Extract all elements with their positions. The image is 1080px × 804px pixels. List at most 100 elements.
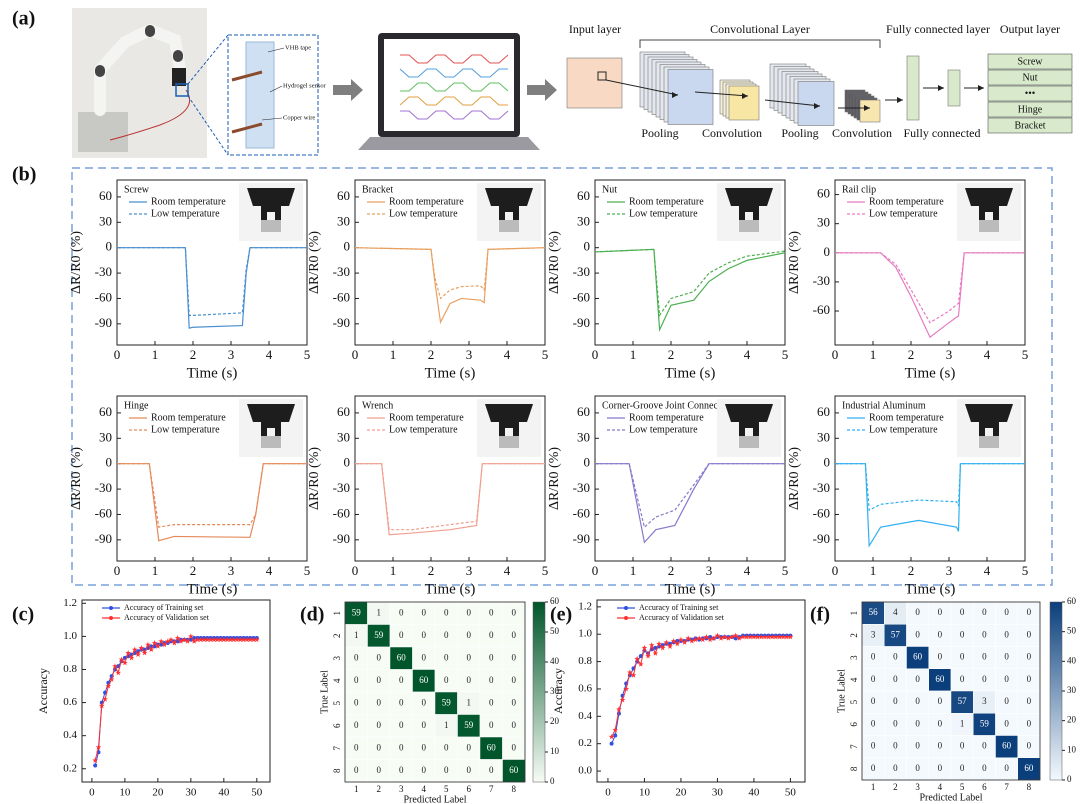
cell-label: 0 [399,630,404,640]
cell-label: 0 [938,718,943,728]
point [112,663,118,669]
colorbar-tick-label: 10 [550,746,560,756]
point [699,636,706,643]
output-box [987,85,1073,102]
point [240,636,247,643]
y-tick-label: 0.8 [578,655,592,667]
y-axis-label: True Label [836,669,847,713]
zoom-marker [175,83,189,97]
y-tick-label: 4 [332,678,342,683]
point [619,696,626,703]
cell-label: 0 [444,742,449,752]
cell-label: 60 [487,742,497,752]
point [703,633,710,640]
cell-label: 0 [444,675,449,685]
point [161,641,168,648]
laptop-base [358,137,540,150]
cell-label: 0 [512,652,517,662]
chart-title: Hinge [124,400,149,411]
cell-label: 59 [352,607,362,617]
cnn-arrowhead [897,97,903,103]
x-tick-label: 3 [915,782,920,792]
y-tick-label: 60 [337,188,350,203]
x-tick-label: 3 [946,347,953,362]
cell-label: 0 [489,720,494,730]
inset-gripper [247,188,295,224]
y-tick-label: 30 [817,215,830,230]
y-tick-label: 2 [849,633,859,638]
chart-title: Corner-Groove Joint Connector [602,400,730,411]
point [164,638,171,644]
point [736,635,743,641]
x-axis-label: Time (s) [665,581,716,597]
x-tick-label: 30 [712,787,724,799]
x-tick-label: 0 [832,563,839,578]
y-tick-label: -60 [573,505,590,520]
point [171,640,178,646]
cell-label: 0 [1004,629,1009,639]
x-tick-label: 30 [185,787,197,799]
point [138,644,145,651]
x-tick-label: 1 [390,563,397,578]
flow-arrow [527,79,557,101]
y-tick-label: 7 [849,744,859,749]
point [769,633,776,640]
colorbar-tick-label: 20 [550,716,560,726]
point [201,636,207,643]
point [174,635,181,641]
screen-trace [399,68,508,78]
heat-frame [861,601,1041,781]
y-axis-label: ΔR/R0 (%) [69,231,84,294]
cell-label: 0 [354,765,359,775]
series-line [117,463,307,528]
point [659,644,666,651]
x-tick-label: 5 [1022,347,1029,362]
cell-label: 0 [1027,674,1032,684]
cell-label: 0 [915,763,920,773]
legend-label: Accuracy of Validation set [124,613,210,622]
inset-object [261,220,281,232]
x-axis-label: Time (s) [425,365,476,381]
x-tick-label: 5 [782,563,789,578]
cell-label: 0 [354,697,359,707]
x-tick-label: 4 [744,347,751,362]
x-axis-label: Training Epoch [136,802,217,804]
x-tick-label: 2 [428,563,435,578]
x-tick-label: 3 [466,563,473,578]
legend-label: Low temperature [389,424,458,435]
cell-label: 0 [422,607,427,617]
colorbar-tick-label: 10 [1067,744,1077,754]
cell-label: 0 [893,741,898,751]
cell-label: 0 [960,674,965,684]
y-tick-label: 3 [849,655,859,660]
plot-frame [354,395,546,562]
y-tick-label: -30 [333,480,350,495]
point [118,656,125,662]
point [714,632,721,639]
point [707,636,713,643]
x-tick-label: 3 [466,347,473,362]
legend-label: Room temperature [389,412,464,423]
cnn-arrow [605,79,679,96]
x-tick-label: 3 [228,347,235,362]
plot-frame [834,395,1026,562]
cell-label: 0 [871,718,876,728]
point [689,638,695,644]
x-tick-label: 10 [639,787,651,799]
x-tick-label: 0 [89,787,95,799]
x-tick-label: 3 [706,563,713,578]
cell-label: 0 [444,652,449,662]
cell-label: 0 [399,765,404,775]
point [115,669,122,676]
x-tick-label: 1 [354,784,359,794]
x-tick-label: 1 [630,563,637,578]
cell-label: 0 [1027,629,1032,639]
x-tick-label: 1 [870,563,877,578]
y-tick-label: 0.4 [578,710,592,722]
series-line [595,463,785,544]
point [92,757,99,763]
y-tick-label: 5 [849,699,859,704]
cell-label: 0 [871,674,876,684]
y-tick-label: -90 [95,315,112,330]
point [191,638,197,644]
